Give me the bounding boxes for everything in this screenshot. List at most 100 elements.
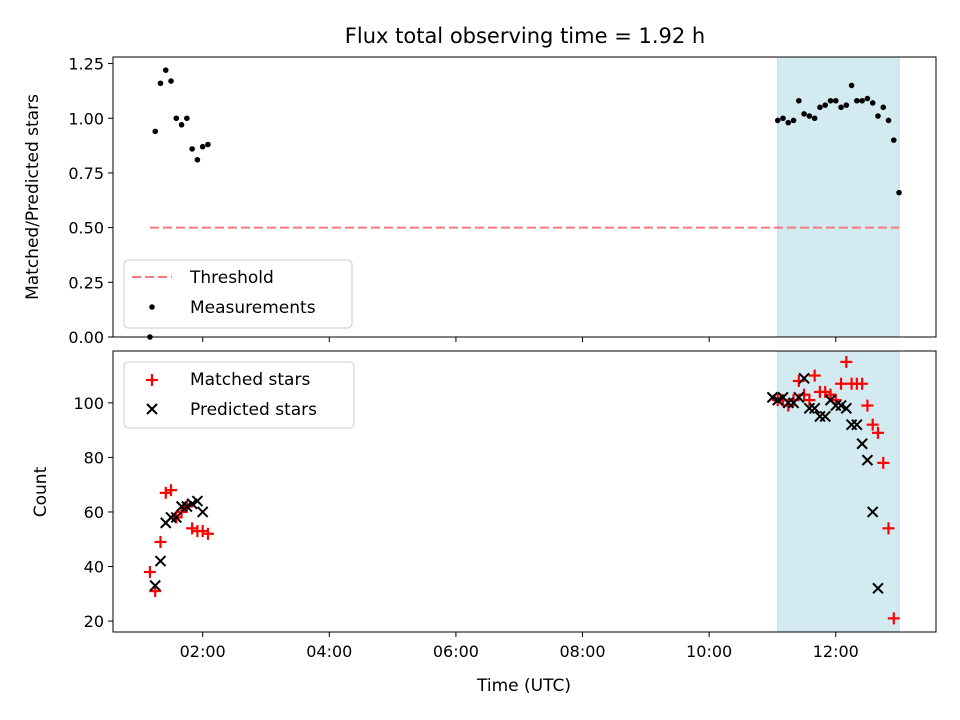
matched-star-point (824, 388, 837, 401)
x-tick-label: 04:00 (306, 642, 352, 661)
matched-star-point (154, 535, 167, 548)
measurement-point (173, 115, 180, 122)
matched-star-point (143, 565, 156, 578)
legend-threshold-label: Threshold (189, 268, 274, 288)
matched-star-point (871, 426, 884, 439)
legend-matched-label: Matched stars (190, 370, 310, 390)
matched-star-point (165, 484, 178, 497)
predicted-star-point (819, 410, 831, 423)
measurement-point (869, 100, 876, 106)
predicted-star-point (866, 506, 879, 518)
measurement-point (838, 104, 844, 111)
top-y-tick-label: 0.50 (68, 219, 104, 238)
measurement-point (822, 102, 829, 108)
matched-star-point (882, 522, 895, 535)
x-axis-label: Time (UTC) (476, 676, 571, 696)
bottom-y-tick-label: 20 (84, 612, 104, 631)
measurement-point (811, 115, 818, 122)
predicted-star-point (851, 418, 863, 431)
top-highlight-span (777, 56, 900, 338)
measurement-point (896, 189, 902, 196)
measurement-point (875, 113, 881, 119)
measurement-point (801, 111, 807, 117)
bottom-y-tick-label: 100 (73, 394, 104, 413)
measurement-point (843, 102, 850, 108)
predicted-star-point (793, 391, 805, 404)
x-tick-label: 06:00 (433, 642, 479, 661)
measurement-point (859, 97, 865, 104)
measurement-point (806, 113, 813, 119)
bottom-y-tick-label: 80 (84, 448, 104, 467)
measurement-point (189, 146, 195, 152)
measurement-point (854, 97, 860, 104)
measurement-point (785, 119, 792, 126)
matched-star-point (866, 418, 879, 431)
x-tick-label: 08:00 (559, 642, 605, 661)
matched-star-point (175, 505, 188, 518)
measurement-point (199, 143, 206, 150)
measurement-point (885, 117, 892, 124)
predicted-star-point (808, 402, 821, 414)
matched-star-point (798, 388, 811, 401)
matched-star-point (186, 522, 199, 535)
predicted-star-point (856, 438, 868, 450)
x-tick-label: 02:00 (180, 642, 226, 661)
measurement-point (832, 97, 839, 104)
matched-star-point (201, 527, 214, 540)
matched-star-point (856, 377, 869, 390)
predicted-star-point (798, 372, 810, 384)
matched-star-point (861, 399, 874, 412)
predicted-star-point (170, 511, 183, 524)
matched-star-point (149, 585, 162, 598)
legend-predicted-label: Predicted stars (190, 400, 317, 420)
measurement-point (774, 117, 781, 124)
predicted-star-point (872, 582, 884, 595)
measurement-point (780, 115, 786, 122)
measurement-point (848, 82, 855, 89)
top-axes-frame (112, 56, 937, 338)
measurement-point (184, 115, 190, 122)
x-tick-label: 12:00 (813, 642, 859, 661)
measurement-point (162, 67, 169, 73)
x-tick-label: 10:00 (686, 642, 732, 661)
legend-measurements-swatch (149, 304, 155, 310)
bottom-y-tick-label: 60 (84, 503, 104, 522)
bottom-y-tick-label: 40 (84, 558, 104, 577)
top-y-tick-label: 0.25 (68, 273, 104, 292)
measurement-point (157, 80, 164, 87)
matched-star-point (792, 375, 805, 388)
predicted-star-point (196, 506, 209, 518)
top-legend: Threshold Measurements (123, 259, 353, 329)
top-y-tick-label: 0.75 (68, 164, 104, 183)
top-y-tick-label: 0.00 (68, 328, 104, 347)
top-y-tick-label: 1.25 (68, 55, 104, 74)
bottom-legend: Matched stars Predicted stars (123, 361, 355, 429)
matched-star-point (887, 612, 900, 625)
chart-title: Flux total observing time = 1.92 h (345, 24, 705, 48)
measurement-point (178, 122, 185, 128)
matched-star-point (808, 369, 821, 382)
measurement-point (205, 141, 211, 148)
matched-star-point (877, 456, 890, 469)
bottom-y-axis-label: Count (31, 466, 51, 517)
matched-star-point (840, 355, 853, 368)
measurement-point (790, 117, 797, 124)
top-y-tick-label: 1.00 (68, 109, 104, 128)
measurement-point (880, 104, 887, 111)
measurement-point (817, 104, 823, 111)
predicted-star-point (840, 402, 853, 414)
matched-star-point (835, 377, 848, 390)
measurement-point (152, 128, 159, 135)
measurement-point (796, 97, 802, 104)
legend-predicted-swatch (146, 403, 158, 415)
matched-star-point (159, 486, 172, 499)
bottom-panel: 02:00 04:00 06:00 08:00 10:00 12:00 20 40 60 80 1… (31, 350, 937, 696)
top-panel: 0.00 0.25 0.50 0.75 1.00 1.25 Matched/Predict… (23, 55, 937, 347)
measurement-point (827, 97, 834, 104)
predicted-star-point (191, 495, 204, 507)
bottom-axes-frame (112, 350, 937, 633)
measurement-point (890, 137, 897, 143)
legend-measurements-label: Measurements (190, 298, 316, 318)
measurement-point (168, 78, 174, 84)
